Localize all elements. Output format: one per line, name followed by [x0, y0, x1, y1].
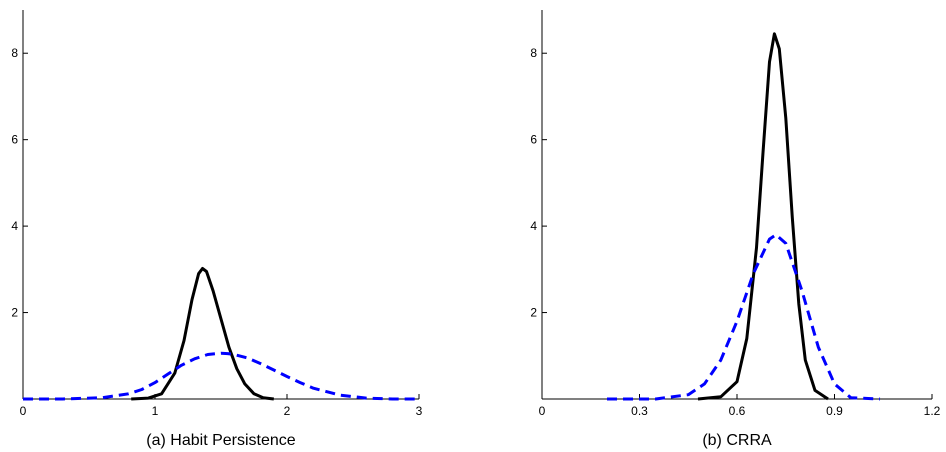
panel-caption: (a) Habit Persistence: [146, 432, 295, 449]
panel-caption: (b) CRRA: [702, 432, 772, 449]
y-tick-label: 4: [530, 219, 537, 233]
y-tick-label: 2: [530, 306, 537, 320]
x-tick-label: 0: [20, 404, 27, 418]
y-tick-label: 8: [530, 46, 537, 60]
x-tick-label: 0: [539, 404, 546, 418]
y-tick-label: 2: [11, 306, 18, 320]
series-line-0-solid: [131, 267, 274, 401]
chart-panel-0: 0 1 2 3 2 4 6 8 (a) Habit Persistence: [11, 10, 423, 449]
series-line-0-solid: [697, 32, 829, 401]
x-tick-label: 0.6: [729, 404, 746, 418]
y-tick-label: 6: [11, 133, 18, 147]
x-tick-label: 1: [152, 404, 159, 418]
x-tick-label: 3: [416, 404, 423, 418]
x-tick-label: 2: [284, 404, 291, 418]
x-tick-label: 0.3: [631, 404, 648, 418]
x-tick-label: 0.9: [826, 404, 843, 418]
chart-panel-1: 0 0.3 0.6 0.9 1.2 2 4 6 8 (b) CRRA: [530, 10, 941, 449]
y-tick-label: 8: [11, 46, 18, 60]
y-tick-label: 4: [11, 219, 18, 233]
y-tick-label: 6: [530, 133, 537, 147]
series-line-1-dashed: [607, 233, 881, 401]
x-tick-label: 1.2: [924, 404, 941, 418]
series-line-1-dashed: [23, 351, 419, 401]
